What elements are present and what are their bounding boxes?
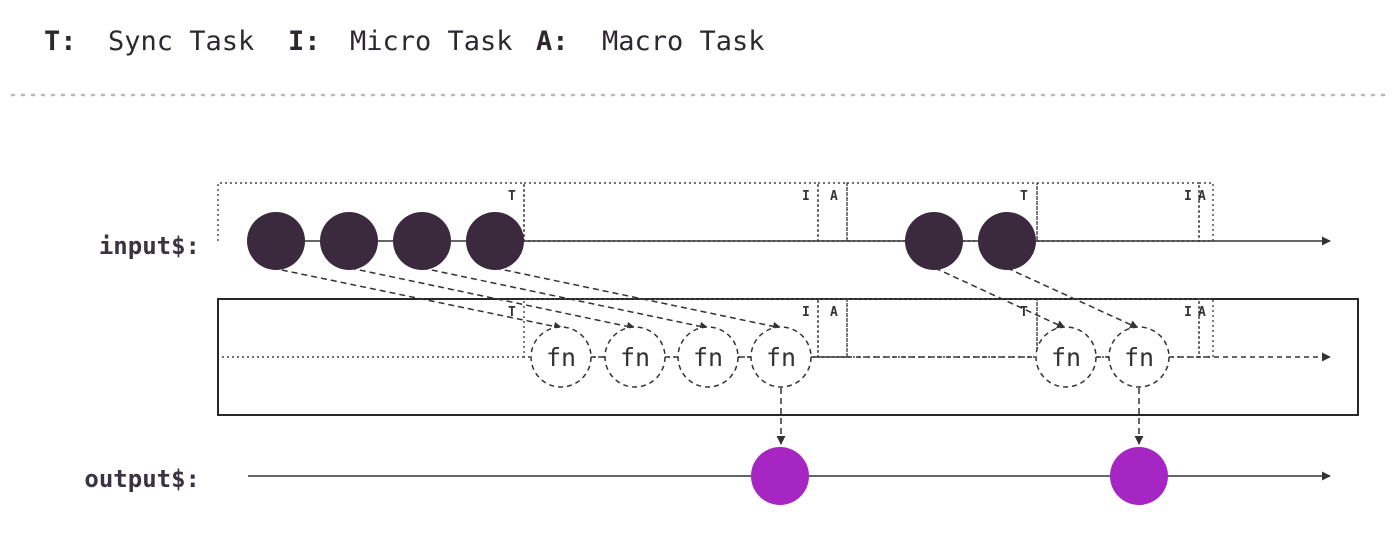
input-sync-frame-2: [846, 182, 1038, 242]
fn-call: fn: [677, 326, 739, 388]
phase-label-micro: I: [1184, 189, 1192, 204]
output-marbles: [751, 447, 1168, 505]
legend: T: Sync Task I: Micro Task A: Macro Task: [44, 26, 765, 57]
arrow-input-to-fn: [1006, 267, 1139, 329]
output-marble: [751, 447, 809, 505]
input-macro-frame-2: [1198, 182, 1214, 242]
operator-box: [217, 298, 1359, 416]
input-to-fn-arrows: [271, 267, 1139, 331]
input-marble: [247, 212, 305, 270]
input-marble: [320, 212, 378, 270]
output-stream-label: output$:: [84, 465, 200, 493]
fn-label: fn: [1051, 343, 1081, 372]
fn-call: fn: [1108, 326, 1170, 388]
phase-label-micro: I: [802, 189, 810, 204]
input-stream-label: input$:: [99, 232, 200, 260]
input-phase-labels: T I A T I A: [508, 189, 1206, 204]
phase-label-sync: T: [508, 305, 516, 320]
phase-label-sync: T: [1020, 189, 1028, 204]
fn-label: fn: [620, 343, 650, 372]
input-micro-frame: [523, 182, 819, 242]
arrow-input-to-fn: [421, 267, 709, 331]
phase-label-macro: A: [830, 189, 838, 204]
legend-text-micro: Micro Task: [350, 26, 513, 57]
phase-label-sync: T: [1020, 305, 1028, 320]
phase-label-micro: I: [802, 305, 810, 320]
phase-label-macro: A: [1198, 189, 1206, 204]
output-marble: [1110, 447, 1168, 505]
phase-label-macro: A: [830, 305, 838, 320]
input-micro-frame-2: [1036, 182, 1200, 242]
phase-label-micro: I: [1184, 305, 1192, 320]
operator-macro-frame-2: [1198, 298, 1214, 358]
legend-text-sync: Sync Task: [108, 26, 254, 57]
legend-key-macro: A:: [536, 26, 569, 57]
arrow-input-to-fn: [271, 267, 563, 331]
legend-text-macro: Macro Task: [602, 26, 765, 57]
operator-sync-frame-2: [846, 298, 1038, 358]
arrow-input-to-fn: [934, 267, 1066, 329]
phase-label-sync: T: [508, 189, 516, 204]
operator-micro-frame: [523, 298, 819, 358]
fn-label: fn: [693, 343, 723, 372]
fn-call: fn: [530, 326, 592, 388]
arrow-input-to-fn: [494, 267, 782, 331]
fn-label: fn: [546, 343, 576, 372]
arrow-input-to-fn: [349, 267, 636, 331]
input-sync-frame: [217, 182, 525, 241]
input-marble: [978, 212, 1036, 270]
fn-call: fn: [1035, 326, 1097, 388]
legend-key-micro: I:: [288, 26, 321, 57]
input-marbles: [247, 212, 1036, 270]
fn-call: fn: [604, 326, 666, 388]
fn-to-output-arrows: [776, 388, 1144, 445]
fn-label: fn: [1124, 343, 1154, 372]
operator-phase-labels: T I A T I A: [508, 305, 1206, 320]
input-marble: [905, 212, 963, 270]
input-marble: [393, 212, 451, 270]
phase-label-macro: A: [1198, 305, 1206, 320]
fn-call: fn: [750, 326, 812, 388]
fn-calls: fn fn fn fn fn fn: [530, 326, 1170, 388]
input-marble: [466, 212, 524, 270]
fn-label: fn: [766, 343, 796, 372]
legend-key-sync: T:: [44, 26, 77, 57]
